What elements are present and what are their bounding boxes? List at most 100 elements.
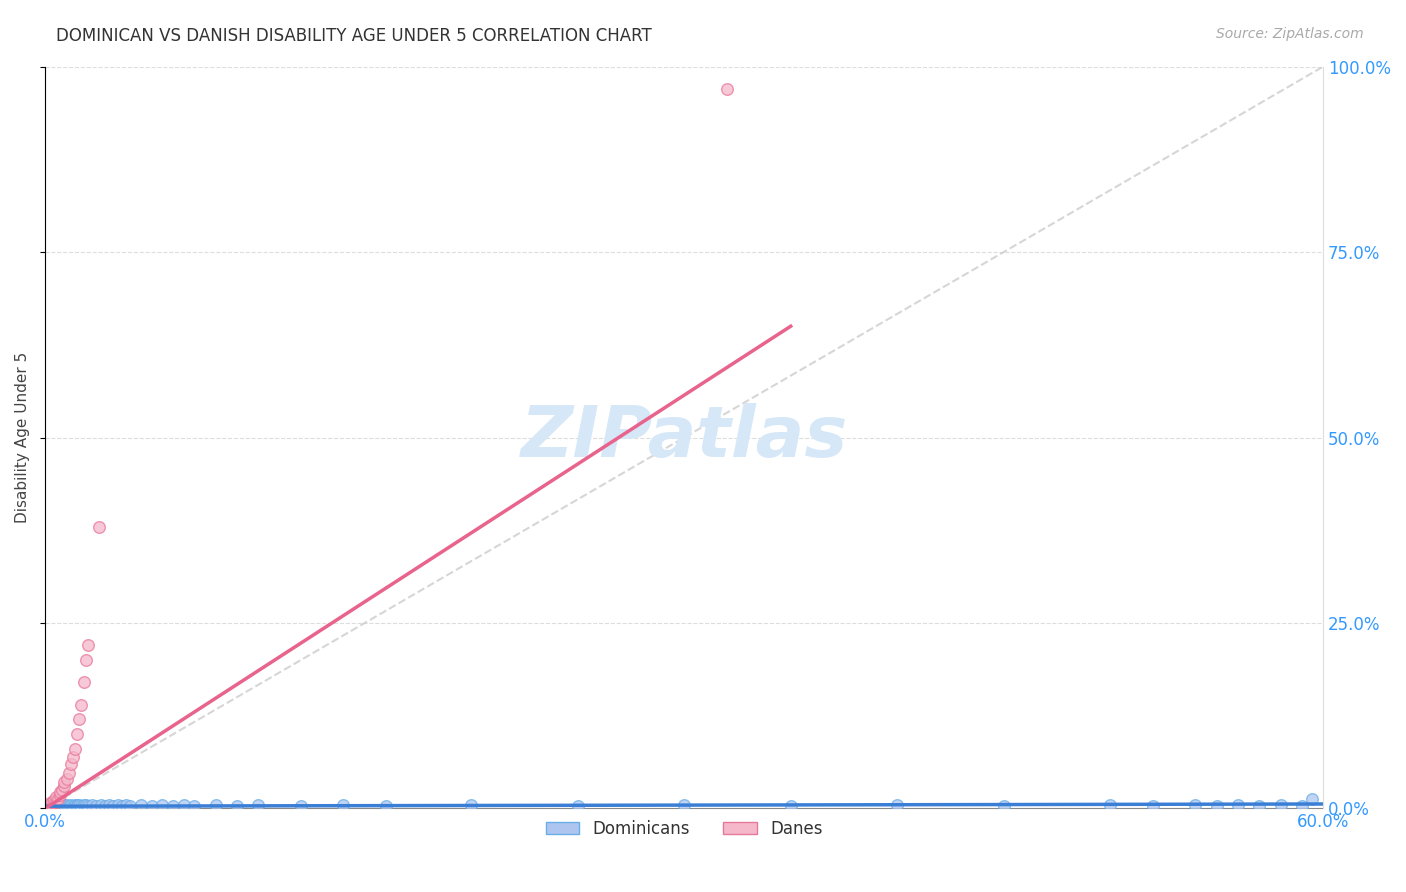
Point: [62, 749, 84, 764]
Y-axis label: Disability Age Under 5: Disability Age Under 5: [15, 352, 30, 523]
Point: [1099, 798, 1122, 813]
Point: [45, 795, 67, 809]
Point: [66, 799, 89, 814]
Point: [38, 799, 60, 814]
Text: DOMINICAN VS DANISH DISABILITY AGE UNDER 5 CORRELATION CHART: DOMINICAN VS DANISH DISABILITY AGE UNDER…: [56, 27, 652, 45]
Point: [41, 795, 63, 809]
Point: [332, 798, 354, 813]
Point: [70, 698, 93, 712]
Point: [58, 799, 80, 814]
Point: [45, 797, 67, 811]
Point: [46, 792, 69, 806]
Point: [1291, 799, 1313, 814]
Point: [55, 798, 77, 813]
Point: [183, 799, 205, 814]
Point: [460, 798, 482, 813]
Point: [62, 799, 84, 814]
Point: [38, 798, 60, 813]
Point: [120, 799, 142, 814]
Point: [141, 799, 163, 814]
Point: [76, 638, 98, 652]
Point: [993, 799, 1015, 814]
Point: [129, 798, 152, 813]
Point: [51, 799, 73, 814]
Point: [247, 798, 270, 813]
Point: [37, 799, 59, 814]
Point: [673, 798, 696, 813]
Point: [90, 798, 112, 813]
Point: [779, 799, 801, 814]
Point: [290, 799, 312, 814]
Point: [63, 798, 86, 813]
Point: [49, 788, 72, 802]
Point: [38, 797, 60, 811]
Point: [1226, 798, 1249, 813]
Point: [103, 799, 125, 814]
Point: [37, 797, 59, 812]
Text: ZIPatlas: ZIPatlas: [520, 403, 848, 472]
Point: [59, 798, 82, 813]
Point: [173, 798, 195, 813]
Point: [86, 799, 108, 814]
Point: [55, 799, 77, 814]
Point: [49, 785, 72, 799]
Point: [42, 799, 65, 814]
Point: [49, 799, 72, 814]
Point: [1205, 799, 1227, 814]
Point: [204, 798, 226, 813]
Point: [42, 797, 65, 811]
Point: [115, 798, 138, 813]
Point: [53, 798, 76, 813]
Point: [152, 798, 174, 813]
Point: [98, 798, 121, 813]
Point: [41, 797, 63, 812]
Point: [46, 797, 69, 812]
Point: [41, 796, 63, 810]
Point: [67, 713, 90, 727]
Point: [51, 797, 73, 812]
Point: [59, 756, 82, 771]
Point: [37, 799, 59, 814]
Point: [45, 799, 67, 814]
Point: [72, 675, 94, 690]
Point: [41, 797, 63, 812]
Point: [46, 798, 69, 813]
Point: [76, 799, 98, 814]
Point: [55, 772, 77, 786]
Point: [42, 792, 65, 806]
Point: [58, 765, 80, 780]
Point: [1184, 798, 1206, 813]
Point: [66, 727, 89, 741]
Point: [111, 799, 134, 814]
Point: [66, 797, 89, 812]
Point: [51, 783, 73, 797]
Point: [162, 799, 184, 814]
Point: [75, 797, 97, 812]
Point: [75, 653, 97, 667]
Point: [42, 798, 65, 813]
Point: [1249, 799, 1271, 814]
Point: [82, 798, 104, 813]
Point: [63, 742, 86, 756]
Point: [567, 799, 589, 814]
Point: [67, 798, 90, 813]
Point: [375, 799, 398, 814]
Point: [107, 798, 129, 813]
Point: [41, 798, 63, 813]
Point: [1142, 799, 1164, 814]
Point: [45, 797, 67, 812]
Point: [53, 779, 76, 793]
Point: [226, 799, 249, 814]
Point: [72, 798, 94, 813]
Text: Source: ZipAtlas.com: Source: ZipAtlas.com: [1216, 27, 1364, 41]
Point: [716, 82, 738, 96]
Point: [1301, 792, 1323, 806]
Point: [886, 798, 908, 813]
Point: [53, 775, 76, 789]
Point: [38, 798, 60, 813]
Point: [1270, 798, 1292, 813]
Point: [87, 519, 110, 533]
Point: [45, 789, 67, 804]
Point: [70, 799, 93, 814]
Point: [53, 797, 76, 812]
